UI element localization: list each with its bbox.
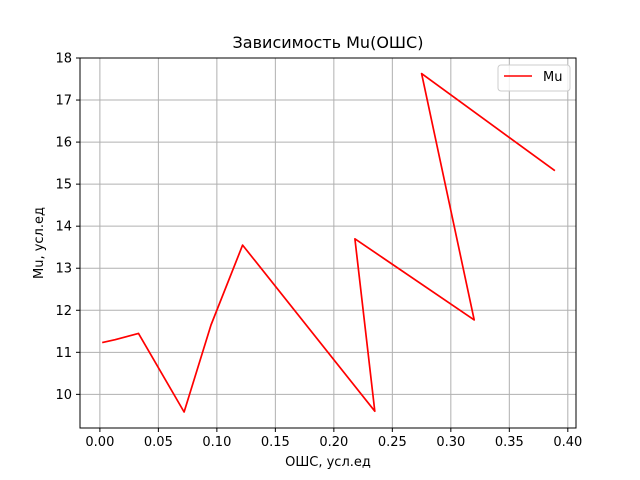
x-tick-label: 0.05 xyxy=(144,435,173,450)
y-tick-label: 18 xyxy=(55,52,72,67)
x-tick-label: 0.40 xyxy=(553,435,582,450)
x-tick-label: 0.20 xyxy=(319,435,348,450)
legend: Mu xyxy=(497,64,571,92)
x-tick-label: 0.15 xyxy=(261,435,290,450)
y-tick-label: 14 xyxy=(55,220,72,235)
plot-frame xyxy=(79,57,577,429)
series-layer xyxy=(102,72,556,413)
legend-box xyxy=(497,64,571,92)
y-tick-label: 13 xyxy=(55,262,72,277)
x-tick-label: 0.30 xyxy=(436,435,465,450)
x-axis-label: ОШС, усл.ед xyxy=(285,455,371,470)
y-tick-label: 10 xyxy=(55,388,72,403)
y-tick-label: 12 xyxy=(55,304,72,319)
y-axis-label: Mu, усл.ед xyxy=(32,207,47,279)
x-tick-label: 0.10 xyxy=(202,435,231,450)
x-tick-label: 0.00 xyxy=(85,435,114,450)
y-tick-label: 11 xyxy=(55,346,72,361)
x-tick-label: 0.25 xyxy=(378,435,407,450)
axis-ticks: 0.00 0.05 0.10 0.15 0.20 0.25 0.30 0.35 0.40 10 11… xyxy=(55,52,582,451)
y-tick-label: 16 xyxy=(55,136,72,151)
series-line-mu xyxy=(102,72,556,413)
y-tick-label: 17 xyxy=(55,94,72,109)
y-tick-label: 15 xyxy=(55,178,72,193)
chart-title: Зависимость Mu(ОШС) xyxy=(233,33,424,52)
x-tick-label: 0.35 xyxy=(495,435,524,450)
legend-label-mu: Mu xyxy=(543,70,562,85)
